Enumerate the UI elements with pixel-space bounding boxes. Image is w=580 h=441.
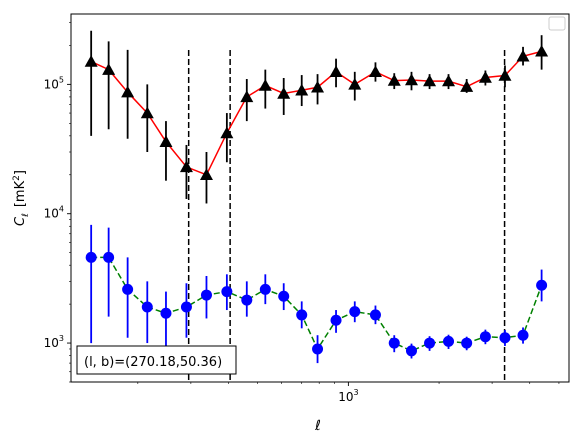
data-point-1-21: [479, 331, 491, 343]
data-point-1-10: [278, 290, 290, 302]
data-point-1-20: [461, 337, 473, 349]
plot-area: [71, 14, 569, 382]
y-axis-label-unit-close: ]: [13, 170, 28, 175]
series-1: [85, 224, 548, 364]
data-point-0-3: [140, 106, 154, 119]
data-point-1-6: [200, 289, 212, 301]
data-point-0-13: [329, 65, 343, 78]
data-point-0-14: [348, 77, 362, 90]
vertical-reference-lines: [187, 50, 506, 382]
y-tick-label-1: 104: [44, 205, 64, 221]
data-point-1-8: [241, 294, 253, 306]
data-point-0-10: [277, 87, 291, 99]
data-point-1-22: [499, 332, 511, 344]
data-point-0-22: [498, 69, 512, 81]
y-tick-exp-1: 4: [59, 205, 64, 214]
y-axis-label-unit: [mK: [13, 180, 28, 207]
data-point-0-1: [102, 63, 116, 75]
series-0: [84, 30, 549, 204]
data-point-0-18: [423, 74, 437, 87]
data-point-1-0: [85, 251, 97, 263]
data-point-1-23: [517, 329, 529, 341]
data-point-0-19: [442, 74, 456, 87]
data-point-1-17: [405, 345, 417, 357]
data-point-1-3: [141, 301, 153, 313]
data-point-1-14: [349, 306, 361, 318]
data-point-1-16: [388, 337, 400, 349]
x-tick-label-0: 103: [338, 388, 358, 404]
data-point-0-7: [220, 126, 234, 139]
data-point-0-16: [387, 74, 401, 86]
y-tick-exp-0: 3: [59, 334, 64, 343]
y-axis-label-unit-sup: 2: [12, 175, 22, 181]
data-point-0-24: [535, 44, 549, 57]
data-point-1-12: [312, 343, 324, 355]
x-tick-exp-0: 3: [353, 388, 358, 397]
x-tick-base-0: 10: [338, 390, 353, 404]
y-tick-exp-2: 5: [59, 75, 64, 84]
legend-box: [548, 16, 566, 31]
data-point-0-4: [159, 135, 173, 147]
y-axis-label-subscript: ℓ: [21, 213, 31, 218]
data-point-1-7: [221, 286, 233, 298]
data-point-1-1: [103, 251, 115, 263]
y-axis-label-symbol: C: [13, 216, 28, 226]
y-tick-base-2: 10: [44, 77, 59, 91]
x-axis-label: ℓ: [314, 418, 321, 434]
data-point-0-12: [311, 80, 325, 93]
annotation-text: (l, b)=(270.18,50.36): [84, 355, 222, 370]
y-tick-label-0: 103: [44, 334, 64, 350]
data-point-0-2: [121, 85, 135, 98]
data-point-0-6: [199, 168, 213, 180]
y-axis-label: Cℓ [mK2]: [12, 170, 31, 226]
data-point-0-8: [240, 90, 254, 103]
data-point-1-13: [330, 314, 342, 326]
data-point-0-21: [478, 71, 492, 83]
data-point-0-5: [179, 160, 193, 173]
data-point-1-18: [424, 337, 436, 349]
data-point-1-9: [259, 283, 271, 295]
data-point-1-2: [122, 283, 134, 295]
y-tick-base-0: 10: [44, 336, 59, 350]
data-point-1-5: [180, 301, 192, 313]
data-point-0-0: [84, 55, 98, 67]
data-point-0-17: [404, 73, 418, 86]
y-tick-label-2: 105: [44, 75, 64, 91]
data-point-1-4: [160, 307, 172, 319]
annotation-box: (l, b)=(270.18,50.36): [76, 345, 237, 375]
data-point-0-20: [460, 80, 474, 92]
data-point-1-15: [369, 309, 381, 321]
series-layer: [84, 30, 549, 364]
data-point-0-9: [258, 79, 272, 91]
data-point-1-24: [536, 279, 548, 291]
data-point-0-23: [516, 49, 530, 62]
data-point-0-11: [295, 83, 309, 96]
y-tick-base-1: 10: [44, 207, 59, 221]
data-point-1-19: [443, 335, 455, 347]
data-point-0-15: [368, 65, 382, 78]
plot-frame: [70, 13, 570, 383]
data-point-1-11: [296, 309, 308, 321]
